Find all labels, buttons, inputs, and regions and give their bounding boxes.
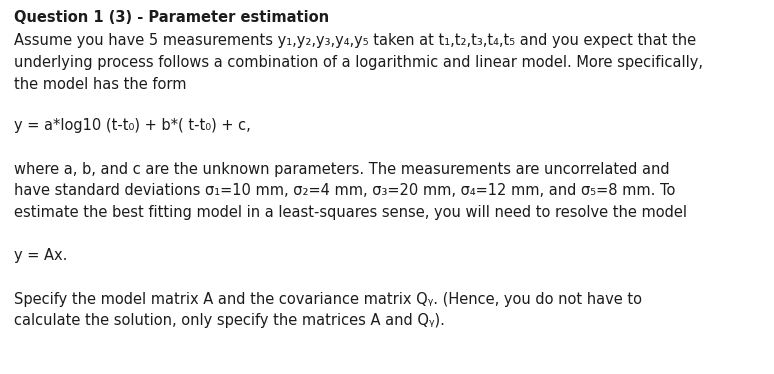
- Text: Specify the model matrix A and the covariance matrix Qᵧ. (Hence, you do not have: Specify the model matrix A and the covar…: [14, 292, 642, 307]
- Text: have standard deviations σ₁=10 mm, σ₂=4 mm, σ₃=20 mm, σ₄=12 mm, and σ₅=8 mm. To: have standard deviations σ₁=10 mm, σ₂=4 …: [14, 183, 675, 198]
- Text: estimate the best fitting model in a least-squares sense, you will need to resol: estimate the best fitting model in a lea…: [14, 205, 687, 220]
- Text: y = a*log10 (t-t₀) + b*( t-t₀) + c,: y = a*log10 (t-t₀) + b*( t-t₀) + c,: [14, 118, 251, 133]
- Text: y = Ax.: y = Ax.: [14, 248, 67, 263]
- Text: where a, b, and c are the unknown parameters. The measurements are uncorrelated : where a, b, and c are the unknown parame…: [14, 162, 670, 177]
- Text: the model has the form: the model has the form: [14, 77, 187, 92]
- Text: calculate the solution, only specify the matrices A and Qᵧ).: calculate the solution, only specify the…: [14, 313, 445, 328]
- Text: Assume you have 5 measurements y₁,y₂,y₃,y₄,y₅ taken at t₁,t₂,t₃,t₄,t₅ and you ex: Assume you have 5 measurements y₁,y₂,y₃,…: [14, 33, 696, 48]
- Text: Question 1 (3) - Parameter estimation: Question 1 (3) - Parameter estimation: [14, 10, 329, 25]
- Text: underlying process follows a combination of a logarithmic and linear model. More: underlying process follows a combination…: [14, 55, 703, 70]
